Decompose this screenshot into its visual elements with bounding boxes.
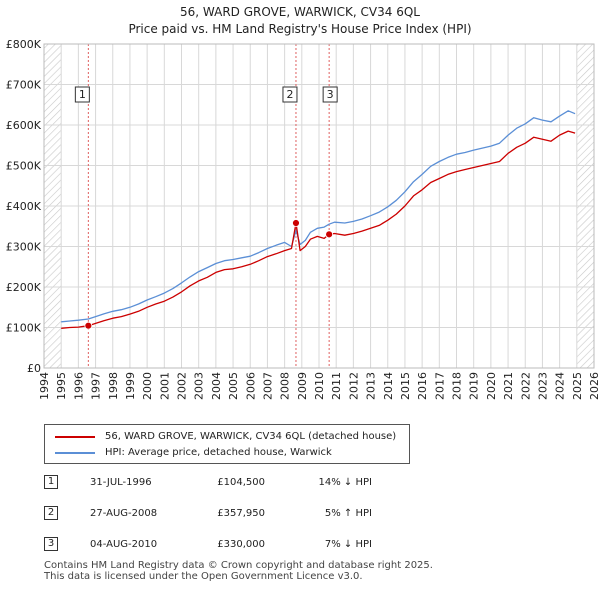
x-tick-label: 2001 [158,372,171,400]
x-tick-label: 2014 [382,372,395,400]
y-tick-label: £500K [6,160,42,173]
x-tick-label: 2023 [536,372,549,400]
chart-title: 56, WARD GROVE, WARWICK, CV34 6QL [180,5,420,19]
hpi-line [61,110,576,323]
x-tick-label: 2026 [588,372,600,400]
transaction-date: 31-JUL-1996 [90,477,152,488]
x-tick-label: 2009 [296,372,309,400]
x-tick-label: 2005 [227,372,240,400]
footer-copyright: Contains HM Land Registry data © Crown c… [44,560,433,571]
x-tick-label: 2022 [519,372,532,400]
x-tick-label: 2024 [554,372,567,400]
chart-title-block: 56, WARD GROVE, WARWICK, CV34 6QL Price … [0,4,600,38]
legend-swatch-property [55,436,95,438]
x-tick-label: 2018 [451,372,464,400]
sale-badge-3 [322,86,338,103]
y-tick-label: £100K [6,322,42,335]
x-tick-label: 2016 [416,372,429,400]
x-tick-label: 2006 [244,372,257,400]
transaction-number: 3 [44,537,58,551]
x-tick-label: 1994 [38,372,51,400]
transaction-date: 27-AUG-2008 [90,508,158,519]
series-lines [61,110,576,329]
x-tick-label: 2002 [176,372,189,400]
sale-badge-label: 1 [79,88,86,101]
y-tick-label: £800K [6,38,42,51]
sale-badge-2 [282,86,298,103]
y-tick-label: £700K [6,79,42,92]
transaction-price: £104,500 [217,477,265,488]
y-tick-label: £300K [6,241,42,254]
footer-licence: This data is licensed under the Open Gov… [44,571,363,582]
x-tick-label: 1999 [124,372,137,400]
sale-badge-label: 2 [286,88,293,101]
y-tick-label: £200K [6,281,42,294]
sale-badge-1 [74,86,90,103]
property-price-line [61,130,576,329]
x-tick-label: 2020 [485,372,498,400]
x-tick-label: 1995 [55,372,68,400]
x-tick-label: 2025 [571,372,584,400]
x-tick-label: 2010 [313,372,326,400]
transaction-price: £330,000 [217,539,265,550]
sale-point-1 [84,321,93,330]
y-tick-label: £600K [6,119,42,132]
grid [43,43,595,369]
x-tick-label: 1996 [72,372,85,400]
x-tick-label: 2004 [210,372,223,400]
transaction-hpi: 5% ↑ HPI [324,508,372,519]
x-tick-label: 2012 [347,372,360,400]
x-tick-label: 2000 [141,372,154,400]
price-chart: 1 2 3 £0 £100K £200K £300K £400K £500K £600K £700… [6,38,600,400]
x-tick-label: 2011 [330,372,343,400]
y-tick-label: £400K [6,200,42,213]
transaction-number: 2 [44,506,58,520]
transaction-row: 1 31-JUL-1996 £104,500 14% ↓ HPI [0,475,600,491]
sale-points [84,219,334,330]
axes: £0 £100K £200K £300K £400K £500K £600K £700K £80… [6,38,600,400]
x-tick-label: 2007 [261,372,274,400]
sale-badges: 1 2 3 [74,86,338,103]
transaction-hpi: 14% ↓ HPI [318,477,372,488]
x-tick-label: 2008 [279,372,292,400]
x-tick-label: 1997 [90,372,103,400]
legend: 56, WARD GROVE, WARWICK, CV34 6QL (detac… [44,424,410,464]
x-tick-label: 2003 [193,372,206,400]
transaction-row: 3 04-AUG-2010 £330,000 7% ↓ HPI [0,537,600,553]
x-tick-label: 1998 [107,372,120,400]
plot-frame [43,43,595,369]
transaction-hpi: 7% ↓ HPI [324,539,372,550]
legend-label-property: 56, WARD GROVE, WARWICK, CV34 6QL (detac… [105,431,397,442]
transaction-date: 04-AUG-2010 [90,539,158,550]
sale-point-2 [292,219,300,227]
legend-label-hpi: HPI: Average price, detached house, Warw… [105,447,332,458]
sale-point-3 [325,230,334,239]
x-tick-label: 2017 [433,372,446,400]
y-tick-label: £0 [27,362,41,375]
sale-badge-label: 3 [327,88,334,101]
x-tick-label: 2021 [502,372,515,400]
transaction-number: 1 [44,475,58,489]
x-tick-label: 2019 [468,372,481,400]
x-tick-label: 2015 [399,372,412,400]
footer: Contains HM Land Registry data © Crown c… [44,560,433,582]
transaction-row: 2 27-AUG-2008 £357,950 5% ↑ HPI [0,506,600,522]
transaction-price: £357,950 [217,508,265,519]
x-tick-label: 2013 [365,372,378,400]
chart-subtitle: Price paid vs. HM Land Registry's House … [128,22,472,36]
legend-swatch-hpi [55,452,95,454]
